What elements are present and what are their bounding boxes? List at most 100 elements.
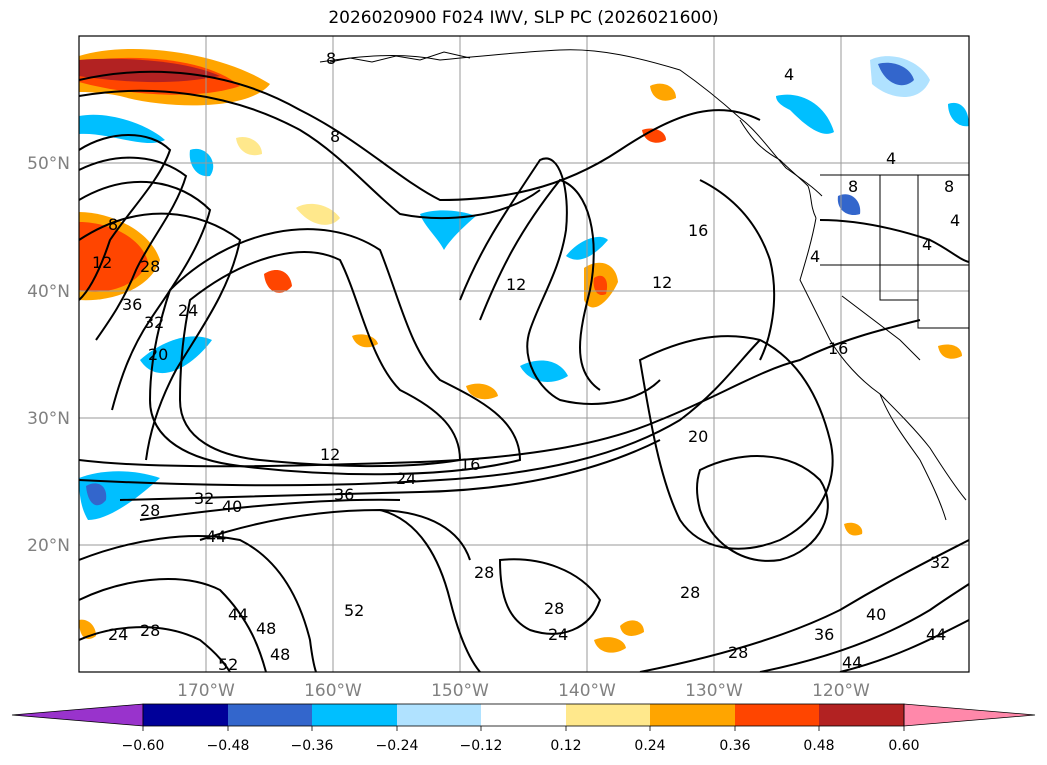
longitude-axis: 170°W 160°W 150°W 140°W 130°W 120°W [177, 681, 870, 701]
state-border-3 [917, 300, 969, 329]
contour-southeast-2 [759, 583, 969, 672]
anomaly-negative-3-dark [86, 483, 107, 506]
contour-label: 24 [396, 469, 416, 488]
contour-label: 52 [344, 601, 364, 620]
map-frame [78, 35, 970, 673]
latitude-axis: 50°N 40°N 30°N 20°N [27, 154, 70, 556]
anomaly-northwest-max [79, 58, 220, 83]
contour-central-loop-outer [148, 228, 522, 476]
contour-label: 44 [206, 527, 226, 546]
aleutian-islands [329, 51, 471, 63]
state-border-1 [879, 175, 919, 301]
anomaly-negative-4 [420, 210, 476, 250]
contour-east-loop [638, 335, 834, 550]
contour-label: 4 [886, 149, 896, 168]
colorbar-tick-label: −0.48 [207, 738, 250, 754]
colorbar-ticks [142, 726, 905, 731]
contour-south-center [498, 558, 602, 635]
anomaly-negative-7-dark [878, 62, 914, 86]
anomaly-positive-5 [650, 83, 676, 101]
contour-north-arc [79, 70, 761, 202]
colorbar: −0.60 −0.48 −0.36 −0.24 −0.12 0.12 0.24 … [11, 703, 1036, 754]
contour-label: 24 [178, 301, 198, 320]
longitude-label: 120°W [812, 681, 870, 701]
baja-california [879, 393, 947, 521]
contour-label: 32 [930, 553, 950, 572]
contour-label: 28 [140, 257, 160, 276]
state-border-4 [841, 295, 921, 361]
contour-label: 12 [320, 445, 340, 464]
contour-label: 12 [652, 273, 672, 292]
contour-jet-4 [199, 508, 471, 561]
map-plot-area: 8 8 4 4 8 4 4 4 8 8 12 28 36 32 24 20 12… [79, 36, 969, 672]
colorbar-segment [735, 704, 819, 726]
contour-south-1 [79, 535, 317, 672]
contour-label: 28 [474, 563, 494, 582]
colorbar-segment [566, 704, 650, 726]
colorbar-frame [142, 703, 905, 727]
longitude-label: 160°W [304, 681, 362, 701]
contour-label: 4 [950, 211, 960, 230]
contour-northeast-1 [699, 179, 776, 361]
contour-label: 20 [148, 345, 168, 364]
colorbar-segment [903, 703, 1036, 727]
latitude-label: 50°N [27, 154, 70, 174]
contour-label: 28 [544, 599, 564, 618]
anomaly-positive-6 [236, 136, 262, 156]
contour-southeast-1 [639, 539, 969, 672]
alaska-coast [319, 49, 823, 197]
contour-west-arc-1 [79, 134, 172, 301]
latitude-label: 20°N [27, 536, 70, 556]
coastlines [319, 49, 969, 521]
contour-west-arc-2 [79, 156, 188, 341]
contour-southeast-3 [839, 619, 969, 672]
contour-label: 44 [842, 653, 862, 672]
colorbar-segment [819, 704, 904, 726]
contour-label: 8 [326, 49, 336, 68]
anomaly-negative-2 [140, 336, 212, 374]
anomaly-positive-9 [594, 637, 626, 653]
contour-label: 24 [108, 625, 128, 644]
anomaly-positive-3 [466, 383, 498, 400]
contour-south-2 [79, 578, 267, 672]
colorbar-tick-label: −0.12 [460, 738, 503, 754]
colorbar-tick-label: −0.60 [122, 738, 165, 754]
contour-label: 28 [140, 501, 160, 520]
contour-subtropical-ridge [79, 319, 921, 468]
longitude-label: 170°W [177, 681, 235, 701]
contour-southwest-arc [379, 509, 481, 672]
colorbar-tick-label: 0.36 [719, 738, 750, 754]
contour-label: 16 [688, 221, 708, 240]
contour-label: 24 [548, 625, 568, 644]
longitude-label: 140°W [558, 681, 616, 701]
canada-coast [739, 119, 817, 219]
colorbar-segment [312, 704, 397, 726]
us-west-coast [799, 217, 967, 501]
contour-west-arc-4 [79, 212, 242, 461]
longitude-label: 130°W [685, 681, 743, 701]
contour-jet-1 [79, 339, 761, 487]
contour-label: 36 [334, 485, 354, 504]
contour-label: 32 [144, 313, 164, 332]
contour-label: 28 [728, 643, 748, 662]
contour-label: 28 [140, 621, 160, 640]
contour-label-group: 8 8 4 4 8 4 4 4 8 8 12 28 36 32 24 20 12… [92, 49, 960, 672]
contour-south-3 [79, 626, 231, 672]
contour-label: 36 [122, 295, 142, 314]
contour-label: 8 [944, 177, 954, 196]
latitude-label: 30°N [27, 409, 70, 429]
contour-label: 44 [926, 625, 946, 644]
contour-label: 12 [506, 275, 526, 294]
contour-southeast-loop [696, 455, 829, 562]
contour-label: 8 [108, 215, 118, 234]
anomaly-negative-10 [948, 102, 969, 127]
colorbar-tick-label: 0.60 [888, 738, 919, 754]
contour-label: 48 [270, 645, 290, 664]
colorbar-tick-label: 0.12 [550, 738, 581, 754]
longitude-label: 150°W [431, 681, 489, 701]
contour-label: 40 [222, 497, 242, 516]
contour-label: 40 [866, 605, 886, 624]
contour-northeast-2 [819, 219, 969, 263]
contour-jet-3 [139, 498, 401, 521]
